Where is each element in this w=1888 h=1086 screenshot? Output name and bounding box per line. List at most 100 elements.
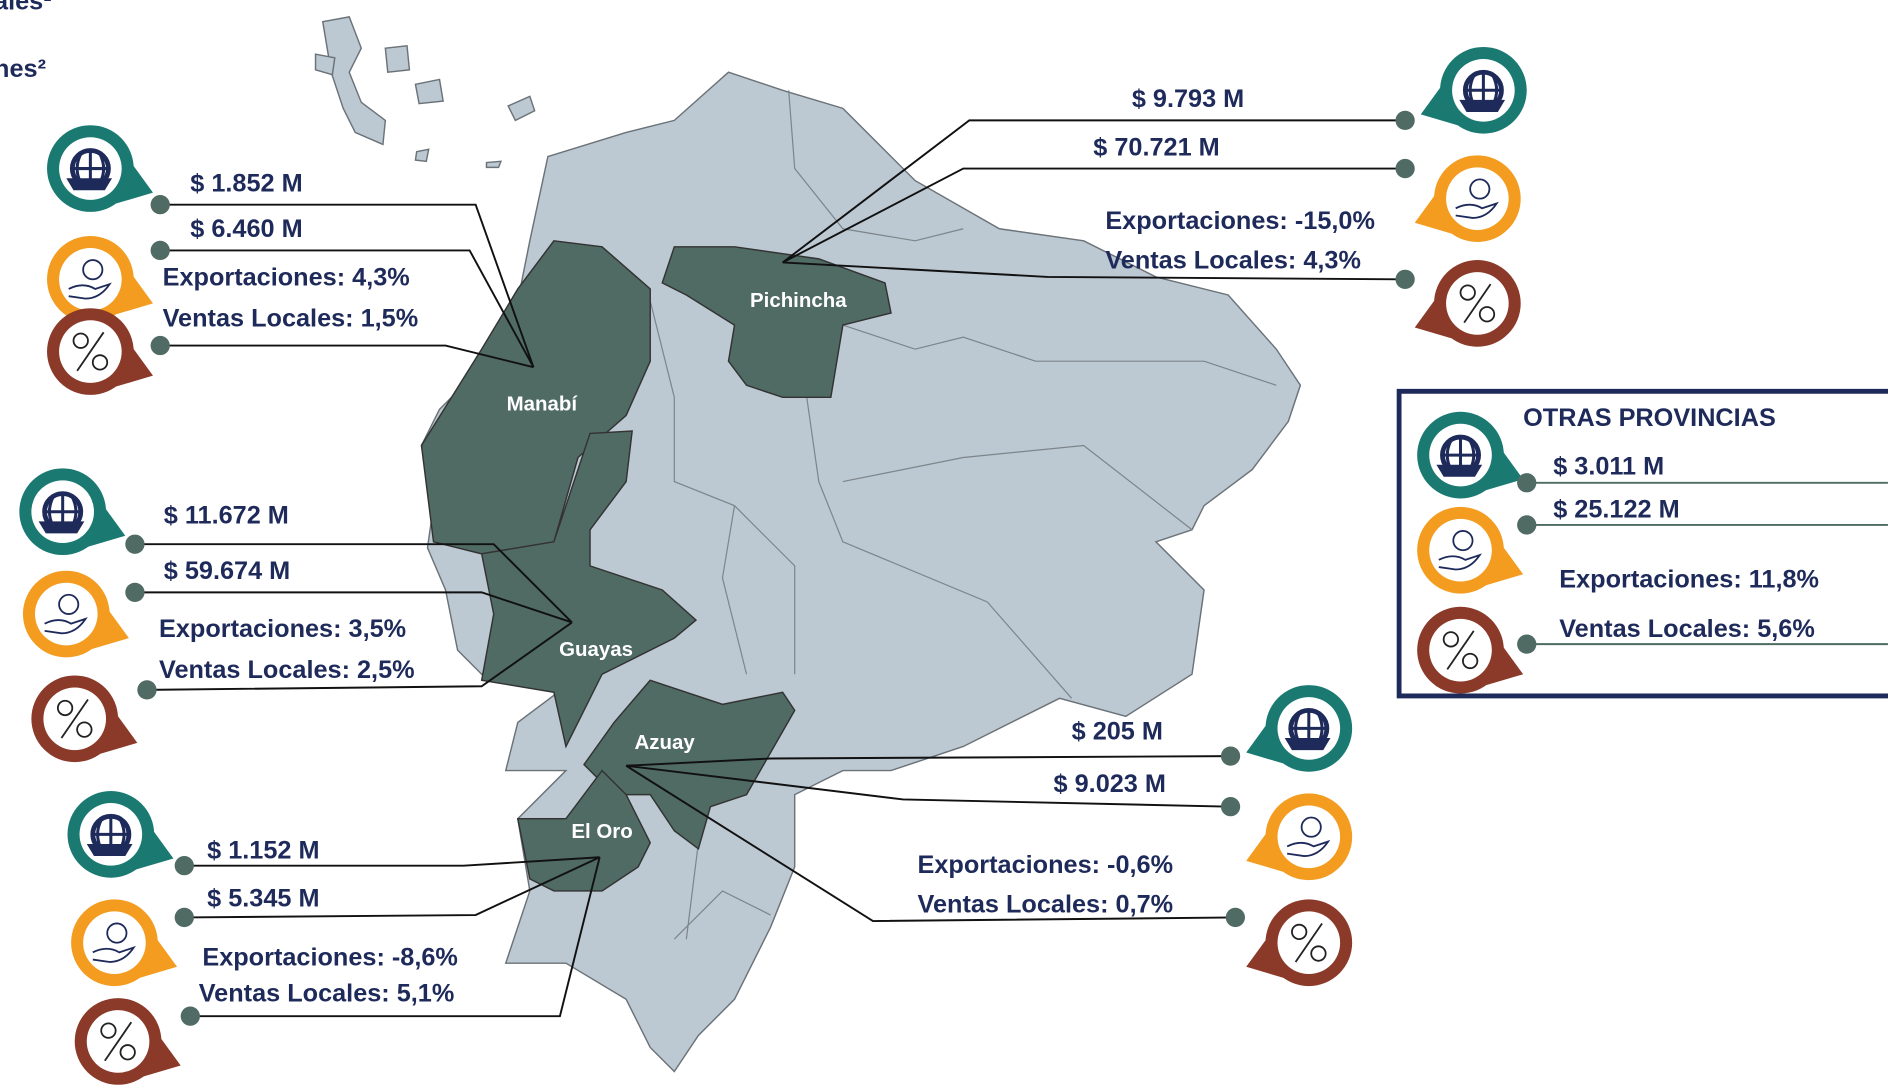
coin [1452, 530, 1474, 552]
pin-icon [1414, 260, 1521, 347]
coin [1300, 816, 1322, 838]
leader-line [782, 261, 1406, 281]
ship [38, 521, 85, 534]
legend-fragment: ales¹ [0, 0, 52, 16]
local-sales-value: $ 25.122 M [1553, 496, 1679, 524]
pin-icon [67, 791, 174, 878]
export-value: $ 11.672 M [164, 502, 289, 530]
leader-dot [1517, 473, 1537, 493]
coin [58, 593, 80, 615]
pin-icon [47, 235, 153, 323]
percent-dot [119, 1044, 136, 1061]
percent-slash [104, 1021, 133, 1062]
island [414, 78, 444, 105]
pin-icon [1417, 506, 1524, 594]
percent-slash [1446, 630, 1475, 670]
province-guayas [480, 430, 698, 749]
leader-dot [1220, 746, 1241, 766]
ship [1459, 99, 1506, 112]
leader-line [184, 856, 601, 919]
leader-dot [137, 680, 157, 700]
percent-dot [100, 1022, 117, 1039]
local-sales-growth: Ventas Locales: 0,7% [918, 891, 1174, 919]
local-sales-growth: Ventas Locales: 2,5% [159, 656, 415, 684]
pin-icon [47, 125, 153, 212]
pin-icon [47, 308, 153, 395]
export-growth: Exportaciones: 4,3% [163, 263, 410, 291]
globe-lines [44, 493, 81, 530]
export-growth: Exportaciones: 11,8% [1559, 566, 1819, 594]
hand [1286, 839, 1331, 857]
local-sales-value: $ 9.023 M [1054, 770, 1166, 798]
coin [1469, 178, 1491, 200]
local-sales-growth: Ventas Locales: 4,3% [1105, 246, 1361, 274]
hand [68, 282, 112, 300]
leader-dot [174, 907, 194, 928]
island [384, 44, 411, 74]
percent-dot [1459, 284, 1476, 301]
pins [19, 46, 1537, 1085]
ship [66, 178, 113, 191]
leader-dot [174, 856, 194, 876]
provinces: Manabí Pichincha Guayas Azuay El Oro [420, 240, 892, 892]
local-sales-value: $ 5.345 M [207, 885, 319, 913]
pin-icon [22, 570, 129, 658]
export-value: $ 205 M [1072, 717, 1163, 745]
pin-icon [19, 468, 126, 556]
legend-fragment: nes² [0, 55, 46, 83]
province-label: El Oro [571, 820, 632, 843]
leader-line [626, 755, 1231, 767]
leader-line [782, 119, 1406, 264]
island [507, 95, 536, 122]
leader-dot [1517, 634, 1537, 654]
hand [1438, 553, 1482, 571]
percent-dot [1310, 945, 1327, 962]
leader-lines [134, 119, 1406, 1018]
export-value: $ 1.152 M [207, 836, 319, 864]
export-growth: Exportaciones: 3,5% [159, 615, 406, 643]
leader-line [625, 764, 1236, 923]
province-texts: $ 1.852 M $ 6.460 M Exportaciones: 4,3% … [159, 85, 1375, 1008]
pin-icon [71, 899, 178, 987]
local-sales-growth: Ventas Locales: 1,5% [163, 304, 419, 332]
export-growth: Exportaciones: -15,0% [1105, 207, 1375, 235]
export-growth: Exportaciones: -8,6% [202, 944, 458, 972]
percent-slash [60, 699, 89, 739]
export-value: $ 1.852 M [190, 169, 302, 197]
export-value: $ 9.793 M [1132, 85, 1244, 113]
leader-line [626, 764, 1231, 808]
coin [106, 922, 128, 944]
hand [1455, 201, 1499, 219]
leader-dot [150, 195, 170, 215]
leader-dot [1395, 110, 1415, 131]
province-azuay [583, 679, 796, 851]
ship [1436, 464, 1483, 477]
percent-slash [76, 331, 105, 372]
pin-icon [74, 998, 181, 1085]
percent-dot [1478, 306, 1496, 323]
globe-lines [92, 816, 129, 853]
province-label: Azuay [635, 731, 696, 754]
export-growth: Exportaciones: -0,6% [918, 851, 1174, 879]
pin-icon [1246, 793, 1353, 881]
leader-line [184, 856, 600, 867]
pin-icon [1246, 685, 1353, 772]
island [414, 148, 430, 163]
province-pichincha [661, 246, 892, 399]
pin-icon [1246, 899, 1353, 987]
hand [92, 945, 136, 963]
province-borders [649, 90, 1277, 940]
leader-dot [1517, 515, 1537, 535]
pin-icon [1417, 606, 1524, 694]
leader-dot [150, 335, 170, 356]
percent-dot [72, 332, 89, 349]
leader-dot [125, 582, 145, 602]
leader-dot [180, 1006, 200, 1026]
local-sales-growth: Ventas Locales: 5,6% [1559, 615, 1815, 643]
pin-icon [1414, 155, 1521, 243]
leader-line [160, 203, 535, 368]
coin [82, 259, 104, 281]
percent-dot [1291, 923, 1308, 941]
box-title: OTRAS PROVINCIAS [1523, 404, 1776, 432]
leader-line [160, 249, 535, 368]
